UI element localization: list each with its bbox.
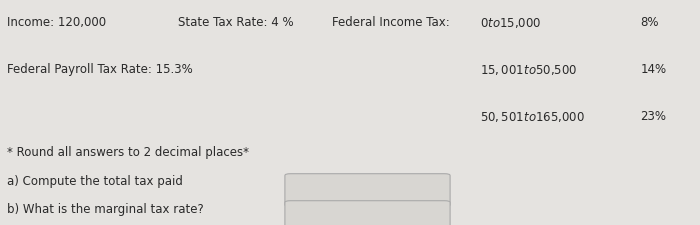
Text: $0 to $15,000: $0 to $15,000 xyxy=(480,16,541,30)
FancyBboxPatch shape xyxy=(285,174,450,207)
Text: Federal Payroll Tax Rate: 15.3%: Federal Payroll Tax Rate: 15.3% xyxy=(7,63,192,76)
Text: * Round all answers to 2 decimal places*: * Round all answers to 2 decimal places* xyxy=(7,146,249,159)
Text: 14%: 14% xyxy=(640,63,666,76)
Text: b) What is the marginal tax rate?: b) What is the marginal tax rate? xyxy=(7,202,204,216)
Text: 23%: 23% xyxy=(640,110,666,123)
Text: Federal Income Tax:: Federal Income Tax: xyxy=(332,16,450,29)
Text: a) Compute the total tax paid: a) Compute the total tax paid xyxy=(7,176,183,189)
Text: $50,501 to $165,000: $50,501 to $165,000 xyxy=(480,110,584,124)
Text: 8%: 8% xyxy=(640,16,659,29)
Text: Income: 120,000: Income: 120,000 xyxy=(7,16,106,29)
FancyBboxPatch shape xyxy=(285,201,450,225)
Text: State Tax Rate: 4 %: State Tax Rate: 4 % xyxy=(178,16,294,29)
Text: $15,001 to $50,500: $15,001 to $50,500 xyxy=(480,63,577,77)
